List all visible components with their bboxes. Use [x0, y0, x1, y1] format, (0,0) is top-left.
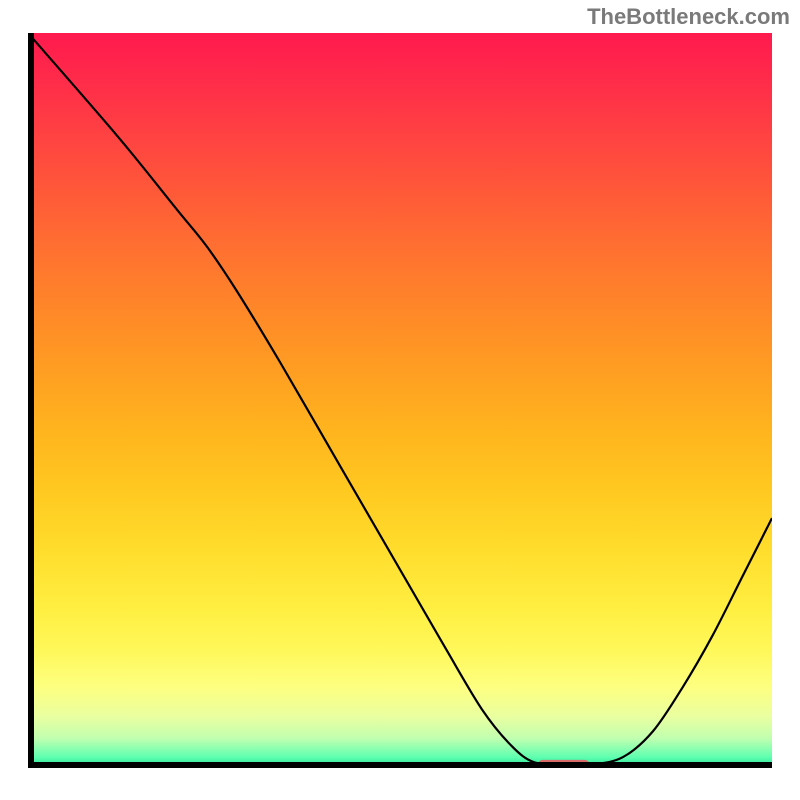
- bottleneck-chart: [28, 33, 772, 768]
- optimal-marker: [538, 760, 590, 768]
- watermark-text: TheBottleneck.com: [587, 4, 790, 30]
- chart-background: [28, 33, 772, 768]
- chart-svg: [28, 33, 772, 768]
